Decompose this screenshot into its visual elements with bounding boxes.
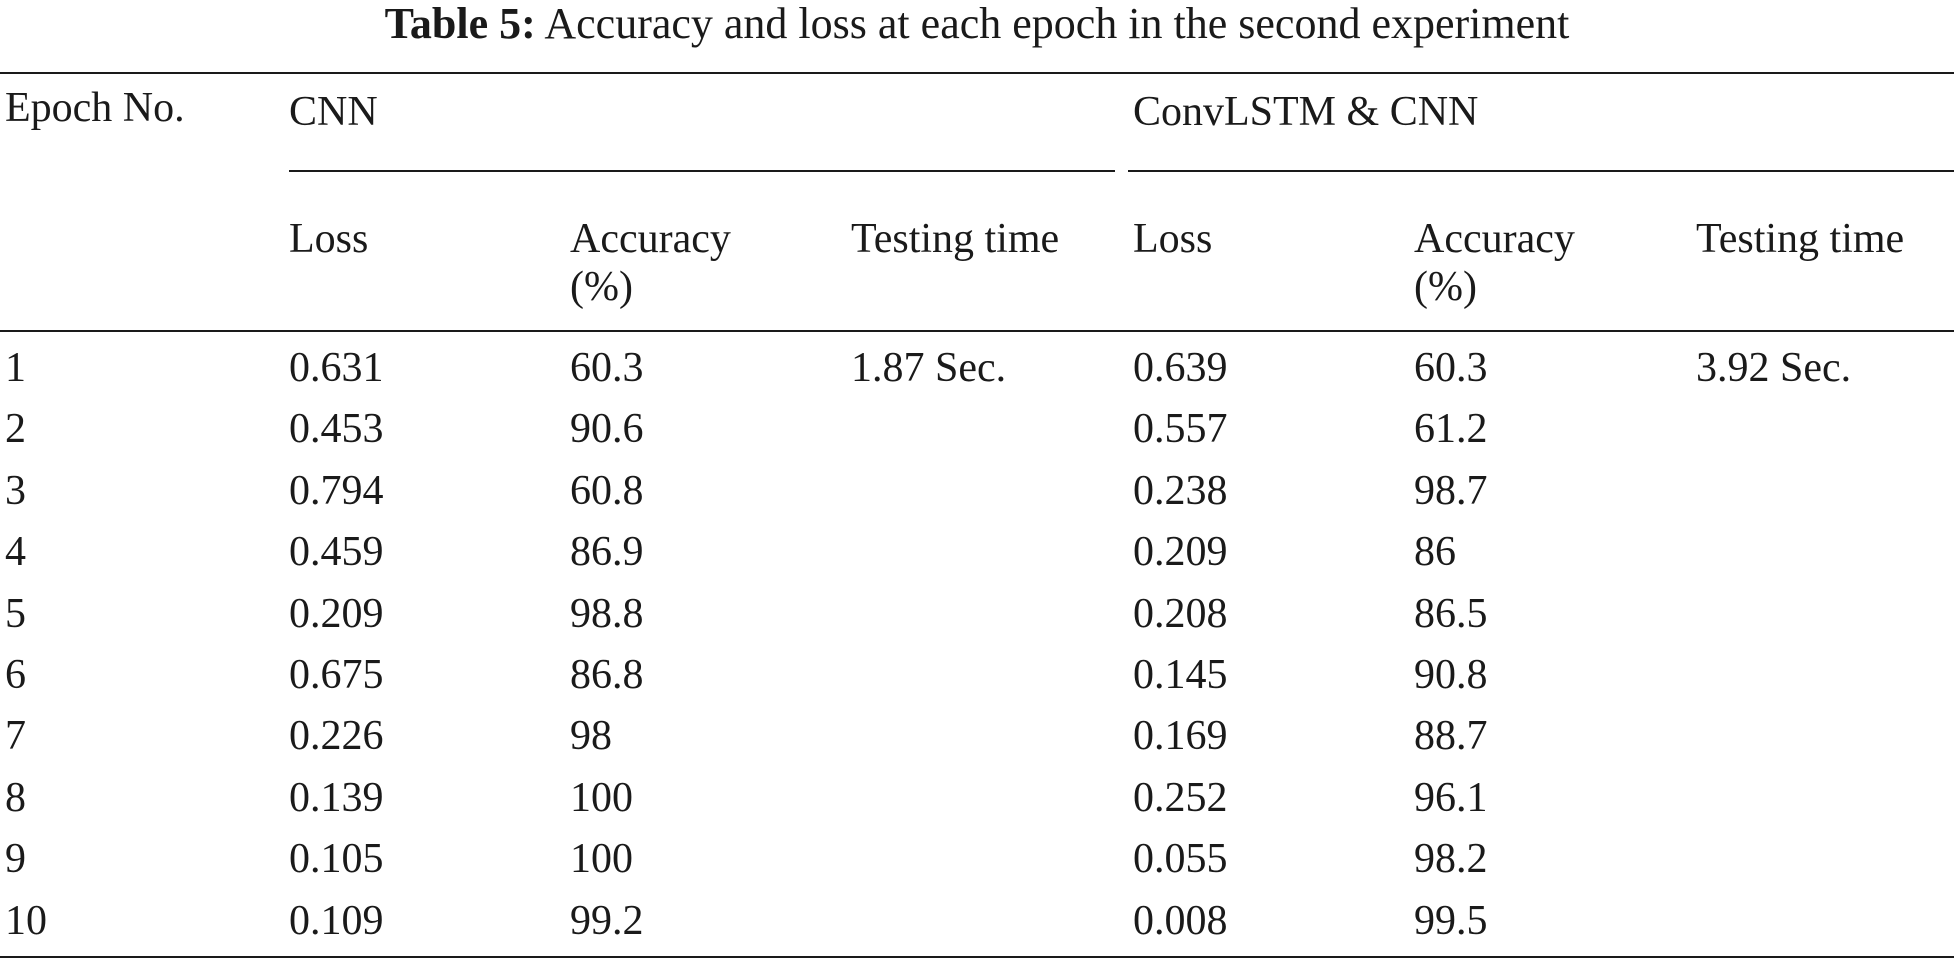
cell-epoch: 9: [5, 836, 26, 883]
cell-convlstm-accuracy: 90.8: [1414, 652, 1488, 698]
cell-convlstm-accuracy: 88.7: [1414, 713, 1488, 760]
cell-convlstm-accuracy: 99.5: [1414, 897, 1488, 944]
cell-cnn-loss: 0.226: [289, 713, 384, 760]
cell-epoch: 6: [5, 652, 26, 698]
header-cl-accuracy-line2: (%): [1414, 264, 1477, 310]
cell-cnn-accuracy: 60.8: [570, 467, 644, 514]
header-cnn-accuracy-line2: (%): [570, 264, 633, 310]
cell-cnn-loss: 0.631: [289, 345, 384, 391]
header-epoch: Epoch No.: [5, 85, 185, 131]
cell-cnn-accuracy: 98: [570, 713, 612, 760]
cell-cnn-loss: 0.453: [289, 406, 384, 453]
cell-cnn-loss: 0.794: [289, 467, 384, 514]
cell-convlstm-loss: 0.055: [1133, 836, 1228, 883]
cell-convlstm-loss: 0.639: [1133, 345, 1228, 391]
cell-convlstm-accuracy: 96.1: [1414, 774, 1488, 821]
header-cl-loss: Loss: [1133, 216, 1213, 262]
cell-cnn-accuracy: 98.8: [570, 590, 644, 637]
header-cnn-testing-time: Testing time: [851, 216, 1060, 262]
cnn-group-rule: [289, 170, 1115, 172]
cell-convlstm-accuracy: 98.7: [1414, 467, 1488, 514]
cell-convlstm-accuracy: 86: [1414, 529, 1456, 576]
header-cnn-loss: Loss: [289, 216, 369, 262]
cell-cnn-testing-time: 1.87 Sec.: [851, 345, 1007, 391]
cell-convlstm-accuracy: 60.3: [1414, 345, 1488, 391]
cell-convlstm-accuracy: 61.2: [1414, 406, 1488, 453]
cell-epoch: 5: [5, 590, 26, 637]
cell-epoch: 4: [5, 529, 26, 576]
cell-cnn-loss: 0.139: [289, 774, 384, 821]
cell-epoch: 3: [5, 467, 26, 514]
cell-cnn-accuracy: 99.2: [570, 897, 644, 944]
cell-convlstm-loss: 0.008: [1133, 897, 1228, 944]
header-group-cnn: CNN: [289, 89, 378, 135]
table-caption-text: Accuracy and loss at each epoch in the s…: [544, 0, 1570, 48]
top-rule: [0, 72, 1954, 74]
cell-cnn-loss: 0.109: [289, 897, 384, 944]
cell-cnn-accuracy: 90.6: [570, 406, 644, 453]
cell-convlstm-loss: 0.557: [1133, 406, 1228, 453]
header-cl-accuracy: Accuracy (%): [1414, 215, 1575, 311]
bottom-rule: [0, 956, 1954, 958]
cell-cnn-accuracy: 60.3: [570, 345, 644, 391]
cell-epoch: 7: [5, 713, 26, 760]
header-bottom-rule: [0, 330, 1954, 332]
cell-cnn-loss: 0.209: [289, 590, 384, 637]
header-group-convlstm: ConvLSTM & CNN: [1133, 89, 1479, 135]
cell-convlstm-accuracy: 98.2: [1414, 836, 1488, 883]
cell-cnn-accuracy: 86.8: [570, 652, 644, 698]
cell-cnn-accuracy: 100: [570, 774, 633, 821]
cell-epoch: 8: [5, 774, 26, 821]
cell-cnn-loss: 0.675: [289, 652, 384, 698]
cell-epoch: 1: [5, 345, 26, 391]
header-cnn-accuracy-line1: Accuracy: [570, 216, 731, 262]
cell-convlstm-testing-time: 3.92 Sec.: [1696, 345, 1852, 391]
cell-cnn-accuracy: 86.9: [570, 529, 644, 576]
table-caption: Table 5: Accuracy and loss at each epoch…: [0, 0, 1954, 48]
cell-convlstm-loss: 0.238: [1133, 467, 1228, 514]
cell-cnn-loss: 0.105: [289, 836, 384, 883]
cell-cnn-accuracy: 100: [570, 836, 633, 883]
cell-convlstm-accuracy: 86.5: [1414, 590, 1488, 637]
cell-convlstm-loss: 0.209: [1133, 529, 1228, 576]
header-cl-testing-time: Testing time: [1696, 216, 1905, 262]
cell-epoch: 2: [5, 406, 26, 453]
cell-convlstm-loss: 0.145: [1133, 652, 1228, 698]
header-cnn-accuracy: Accuracy (%): [570, 215, 731, 311]
table-caption-label: Table 5:: [384, 0, 536, 48]
cell-epoch: 10: [5, 897, 47, 944]
cell-cnn-loss: 0.459: [289, 529, 384, 576]
cell-convlstm-loss: 0.252: [1133, 774, 1228, 821]
convlstm-group-rule: [1128, 170, 1954, 172]
cell-convlstm-loss: 0.169: [1133, 713, 1228, 760]
cell-convlstm-loss: 0.208: [1133, 590, 1228, 637]
header-cl-accuracy-line1: Accuracy: [1414, 216, 1575, 262]
